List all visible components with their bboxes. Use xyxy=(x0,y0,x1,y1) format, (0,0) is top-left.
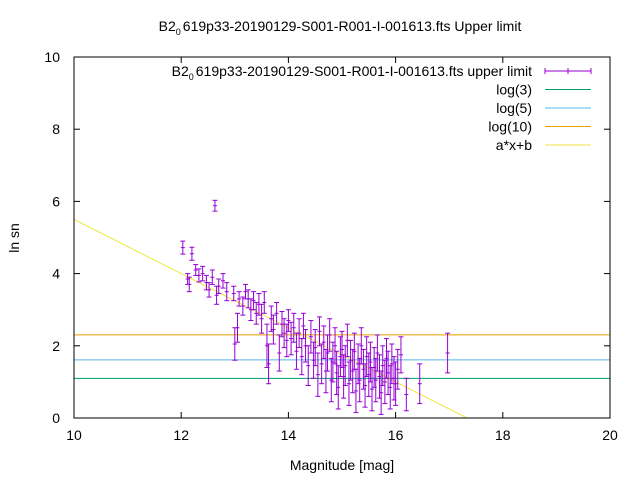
data-point xyxy=(362,363,368,408)
plot-area xyxy=(74,199,610,418)
data-point xyxy=(315,352,321,397)
legend-label-prefix: B2 xyxy=(172,63,189,79)
data-point xyxy=(346,361,352,406)
data-point xyxy=(236,291,242,307)
x-axis-label: Magnitude [mag] xyxy=(290,457,394,473)
x-tick-label: 10 xyxy=(66,427,82,443)
x-tick-label: 16 xyxy=(388,427,404,443)
data-point xyxy=(398,336,404,374)
data-point xyxy=(387,365,393,410)
legend-label: log(5) xyxy=(496,100,532,116)
data-point xyxy=(312,329,318,367)
data-point xyxy=(266,343,272,385)
legend-label: B20 619p33-20190129-S001-R001-I-001613.ft… xyxy=(172,63,532,82)
data-point xyxy=(200,265,206,282)
x-tick-label: 18 xyxy=(495,427,511,443)
data-point xyxy=(224,282,230,302)
data-point xyxy=(285,309,291,332)
legend: B20 619p33-20190129-S001-R001-I-001613.ft… xyxy=(172,63,592,153)
data-point xyxy=(180,240,186,255)
data-point xyxy=(261,291,267,314)
legend-label: a*x+b xyxy=(496,137,532,153)
legend-label: log(10) xyxy=(488,119,532,135)
data-point xyxy=(367,341,373,383)
data-point xyxy=(355,343,361,385)
data-point xyxy=(279,311,285,338)
chart-title: B20 619p33-20190129-S001-R001-I-001613.ft… xyxy=(159,18,522,37)
legend-label-suffix: 619p33-20190129-S001-R001-I-001613.fts u… xyxy=(196,63,532,79)
plot-frame xyxy=(73,56,611,419)
data-point xyxy=(305,345,311,387)
data-point xyxy=(403,377,409,412)
legend-entry: log(10) xyxy=(488,119,591,135)
y-tick-label: 2 xyxy=(52,338,60,354)
data-point xyxy=(251,291,257,311)
data-point xyxy=(445,332,451,374)
data-point xyxy=(316,316,322,347)
data-point xyxy=(299,338,305,376)
chart-title-prefix: B2 xyxy=(159,18,176,34)
legend-label-subscript: 0 xyxy=(189,72,194,82)
y-tick-label: 6 xyxy=(52,193,60,209)
data-point xyxy=(319,343,325,385)
x-tick-label: 20 xyxy=(602,427,618,443)
y-tick-label: 10 xyxy=(44,49,60,65)
data-point xyxy=(417,363,423,405)
data-point xyxy=(243,283,249,300)
data-point xyxy=(193,264,199,276)
data-point xyxy=(206,282,212,298)
legend-entry: log(5) xyxy=(496,100,591,116)
data-point xyxy=(395,348,401,390)
x-tick-label: 14 xyxy=(281,427,297,443)
data-point xyxy=(296,318,302,349)
axes: 10 12 14 16 18 20 0 2 4 6 8 10 xyxy=(44,49,618,443)
data-point xyxy=(253,301,259,325)
chart-title-suffix: 619p33-20190129-S001-R001-I-001613.fts U… xyxy=(183,18,522,34)
data-point xyxy=(259,303,265,334)
data-point xyxy=(270,314,276,345)
data-point xyxy=(308,320,314,354)
legend-entry: a*x+b xyxy=(496,137,591,153)
data-point xyxy=(209,269,215,285)
data-point xyxy=(216,278,222,294)
data-point xyxy=(281,318,287,349)
legend-label: log(3) xyxy=(496,82,532,98)
data-point xyxy=(189,246,195,261)
data-point xyxy=(220,273,226,289)
data-point xyxy=(212,199,218,212)
data-point xyxy=(291,312,297,343)
data-point xyxy=(231,285,237,302)
data-point xyxy=(186,276,192,293)
legend-entry: log(3) xyxy=(496,82,591,98)
data-point xyxy=(274,301,280,325)
data-point xyxy=(380,345,386,387)
y-tick-label: 8 xyxy=(52,121,60,137)
data-point xyxy=(288,321,294,356)
x-tick-label: 12 xyxy=(173,427,189,443)
y-axis-label: ln sn xyxy=(6,223,22,253)
y-tick-label: 0 xyxy=(52,410,60,426)
data-point xyxy=(196,268,202,283)
chart-title-subscript: 0 xyxy=(176,27,181,37)
data-point xyxy=(276,334,282,372)
data-point xyxy=(232,327,238,361)
y-tick-label: 4 xyxy=(52,266,60,282)
data-point xyxy=(325,334,331,372)
legend-entry: B20 619p33-20190129-S001-R001-I-001613.ft… xyxy=(172,63,592,82)
data-point xyxy=(327,318,333,352)
data-point xyxy=(245,289,251,309)
data-point xyxy=(293,332,299,370)
data-point xyxy=(234,312,240,343)
data-point xyxy=(240,296,246,316)
